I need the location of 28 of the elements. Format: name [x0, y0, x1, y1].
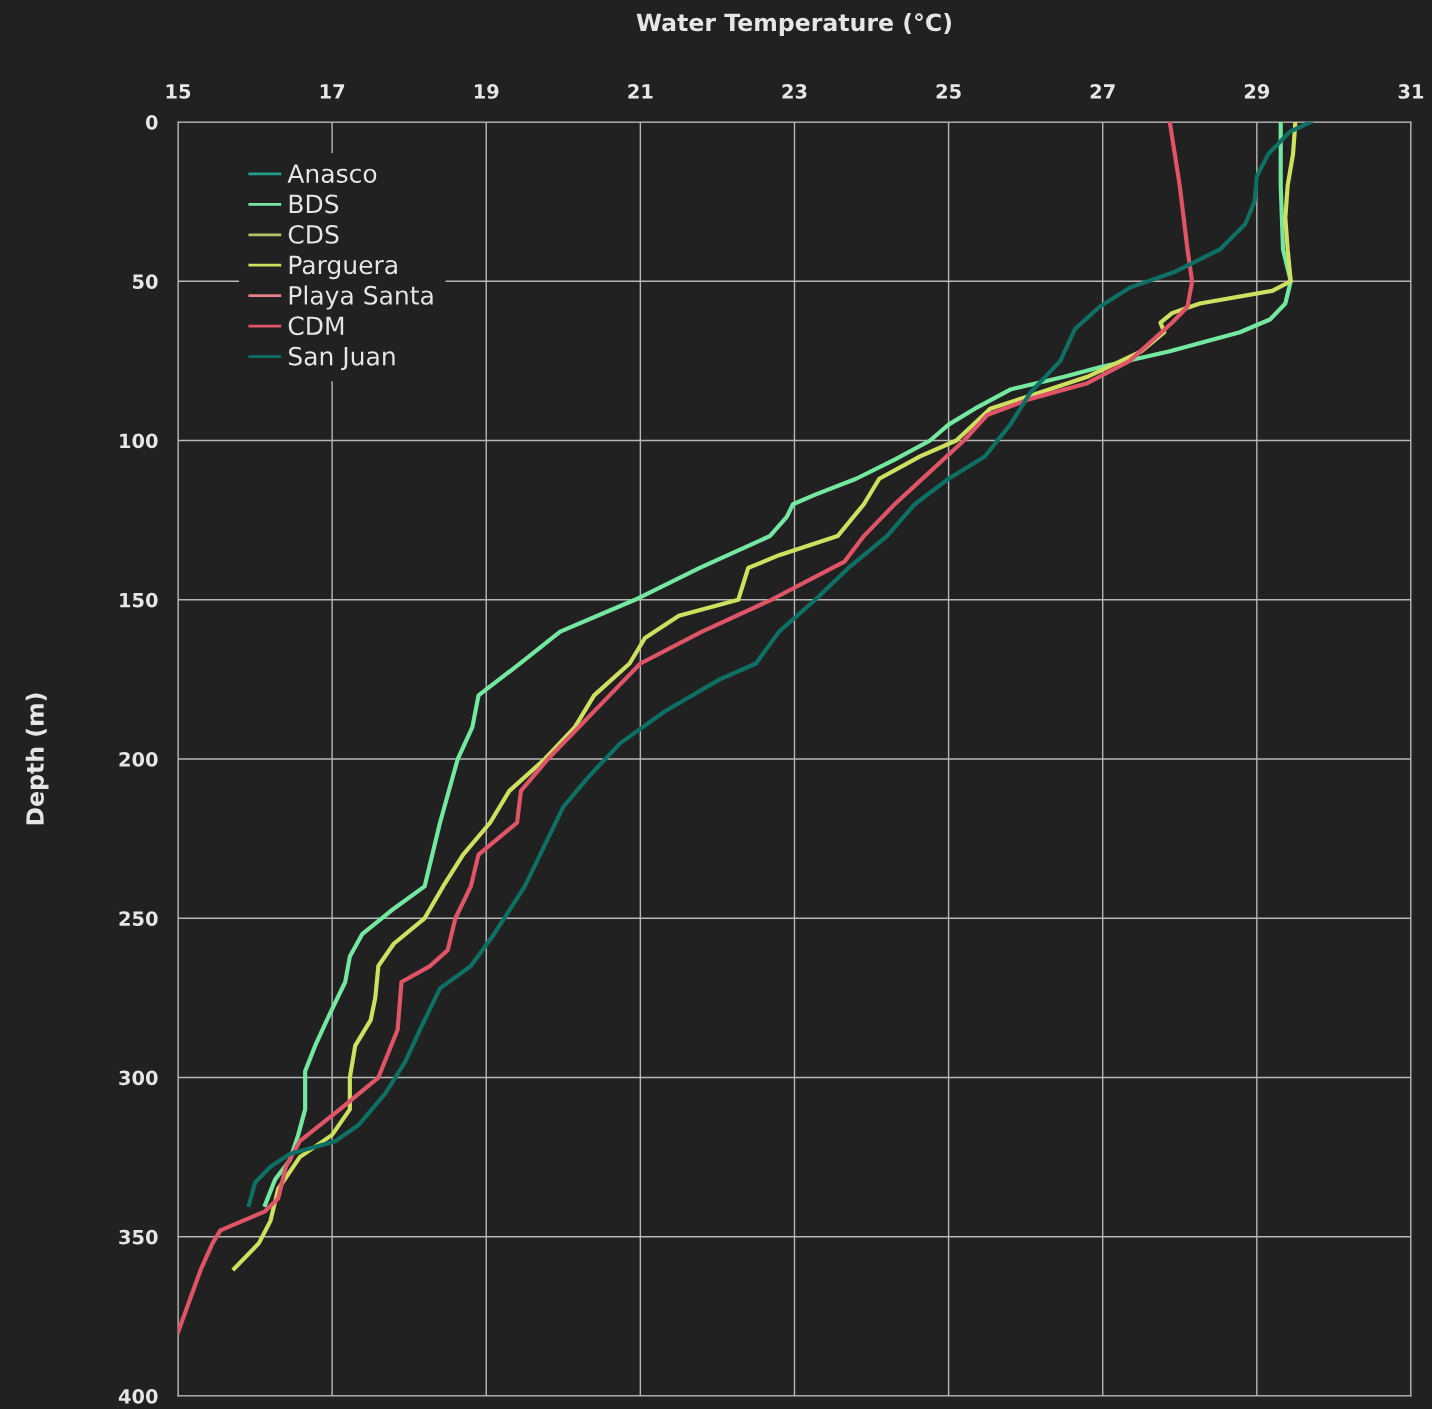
- x-tick-label: 21: [628, 84, 653, 99]
- y-tick-label: 250: [119, 911, 158, 926]
- x-tick-label: 31: [1398, 84, 1424, 99]
- x-tick-label: 29: [1244, 84, 1270, 99]
- x-tick-label: 15: [166, 84, 191, 99]
- y-tick-label: 0: [145, 114, 158, 130]
- legend-label: Anasco: [287, 164, 377, 183]
- x-axis-title: Water Temperature (°C): [636, 13, 951, 36]
- y-tick-label: 400: [118, 1388, 158, 1404]
- y-tick-label: 200: [119, 751, 158, 767]
- y-axis-title: Depth (m): [25, 693, 49, 825]
- x-tick-label: 19: [474, 84, 499, 99]
- x-tick-label: 23: [782, 84, 807, 99]
- legend-label: Playa Santa: [289, 285, 433, 310]
- legend-label: CDS: [288, 224, 339, 244]
- line-series: [178, 122, 1195, 1335]
- legend-label: BDS: [289, 194, 339, 214]
- y-tick-label: 50: [133, 274, 158, 289]
- legend-label: Parguera: [289, 255, 397, 280]
- y-tick-label: 100: [120, 433, 158, 449]
- y-tick-label: 150: [120, 592, 158, 608]
- x-tick-label: 17: [320, 84, 345, 99]
- legend-label: CDM: [288, 316, 344, 336]
- y-tick-label: 300: [119, 1070, 158, 1086]
- x-tick-label: 27: [1090, 84, 1115, 99]
- y-tick-label: 350: [119, 1229, 158, 1245]
- x-tick-label: 25: [936, 84, 961, 99]
- legend-label: San Juan: [288, 346, 395, 371]
